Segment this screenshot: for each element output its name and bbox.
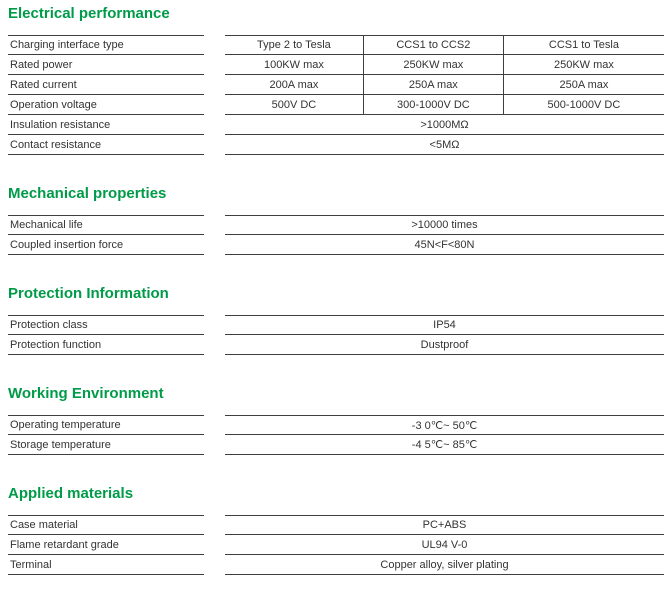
spec-section-working-environment: Working Environment Operating temperature… — [8, 385, 664, 455]
spec-table: Protection class IP54 Protection function D… — [8, 315, 664, 355]
table-row: Rated power 100KW max 250KW max 250KW max — [8, 55, 664, 75]
table-row: Operating temperature -3 0℃~ 50℃ — [8, 415, 664, 435]
table-row: Insulation resistance >1000MΩ — [8, 115, 664, 135]
section-title: Electrical performance — [8, 5, 170, 22]
table-row: Rated current 200A max 250A max 250A max — [8, 75, 664, 95]
row-label: Insulation resistance — [8, 115, 204, 135]
value-cell: PC+ABS — [422, 519, 467, 531]
value-cell: 45N<F<80N — [414, 238, 475, 251]
column-gap — [204, 535, 225, 555]
table-row: Operation voltage 500V DC 300-1000V DC 500-… — [8, 95, 664, 115]
table-row: Coupled insertion force 45N<F<80N — [8, 235, 664, 255]
spec-section-applied-materials: Applied materials Case material PC+ABS Flam… — [8, 485, 664, 575]
row-values: >10000 times — [225, 215, 664, 235]
row-values: 500V DC 300-1000V DC 500-1000V DC — [225, 95, 664, 115]
column-gap — [204, 335, 225, 355]
column-gap — [204, 75, 225, 95]
row-values: -3 0℃~ 50℃ — [225, 415, 664, 435]
row-label: Protection function — [8, 335, 204, 355]
column-gap — [204, 315, 225, 335]
spec-table: Charging interface type Type 2 to Tesla CC… — [8, 35, 664, 155]
section-title: Protection Information — [8, 285, 169, 302]
value-cell: Type 2 to Tesla — [257, 39, 331, 51]
table-row: Protection class IP54 — [8, 315, 664, 335]
spec-section-electrical-performance: Electrical performance Charging interface… — [8, 5, 664, 155]
value-cell: 250KW max — [362, 55, 503, 74]
row-label: Mechanical life — [8, 215, 204, 235]
row-values: <5MΩ — [225, 135, 664, 155]
value-cell: 250A max — [502, 75, 664, 94]
row-values: -4 5℃~ 85℃ — [225, 435, 664, 455]
spec-section-mechanical-properties: Mechanical properties Mechanical life >100… — [8, 185, 664, 255]
spec-table: Case material PC+ABS Flame retardant grade… — [8, 515, 664, 575]
value-cell: IP54 — [433, 319, 456, 331]
column-gap — [204, 435, 225, 455]
spec-table: Operating temperature -3 0℃~ 50℃ Storage t… — [8, 415, 664, 455]
row-label: Protection class — [8, 315, 204, 335]
row-label: Rated power — [8, 55, 204, 75]
row-label: Contact resistance — [8, 135, 204, 155]
table-row: Contact resistance <5MΩ — [8, 135, 664, 155]
section-title: Applied materials — [8, 485, 134, 502]
value-cell: CCS1 to Tesla — [502, 36, 664, 54]
table-row: Case material PC+ABS — [8, 515, 664, 535]
value-cell: >1000MΩ — [420, 118, 469, 131]
column-gap — [204, 555, 225, 575]
table-row: Storage temperature -4 5℃~ 85℃ — [8, 435, 664, 455]
datasheet-page: Electrical performance Charging interface… — [8, 5, 664, 575]
value-cell: 300-1000V DC — [362, 95, 503, 114]
column-gap — [204, 115, 225, 135]
row-values: PC+ABS — [225, 515, 664, 535]
value-cell: Copper alloy, silver plating — [380, 558, 509, 571]
value-cell: Dustproof — [420, 338, 469, 351]
row-label: Coupled insertion force — [8, 235, 204, 255]
row-label: Case material — [8, 515, 204, 535]
column-gap — [204, 55, 225, 75]
section-title: Working Environment — [8, 385, 164, 402]
row-label: Charging interface type — [8, 35, 204, 55]
row-label: Storage temperature — [8, 435, 204, 455]
row-values: Copper alloy, silver plating — [225, 555, 664, 575]
value-cell: <5MΩ — [429, 138, 460, 151]
row-label: Operation voltage — [8, 95, 204, 115]
value-cell: 500V DC — [271, 98, 317, 111]
table-row: Mechanical life >10000 times — [8, 215, 664, 235]
row-values: UL94 V-0 — [225, 535, 664, 555]
value-cell: UL94 V-0 — [421, 538, 468, 551]
column-gap — [204, 35, 225, 55]
value-cell: 500-1000V DC — [502, 95, 664, 114]
table-row: Flame retardant grade UL94 V-0 — [8, 535, 664, 555]
table-row: Charging interface type Type 2 to Tesla CC… — [8, 35, 664, 55]
table-row: Protection function Dustproof — [8, 335, 664, 355]
column-gap — [204, 95, 225, 115]
column-gap — [204, 215, 225, 235]
row-label: Operating temperature — [8, 415, 204, 435]
column-gap — [204, 415, 225, 435]
column-gap — [204, 135, 225, 155]
value-cell: -3 0℃~ 50℃ — [411, 419, 478, 432]
value-cell: -4 5℃~ 85℃ — [411, 439, 478, 451]
row-values: IP54 — [225, 315, 664, 335]
row-values: 200A max 250A max 250A max — [225, 75, 664, 95]
spec-table: Mechanical life >10000 times Coupled inser… — [8, 215, 664, 255]
row-label: Terminal — [8, 555, 204, 575]
column-gap — [204, 235, 225, 255]
table-row: Terminal Copper alloy, silver plating — [8, 555, 664, 575]
value-cell: 200A max — [269, 78, 319, 91]
value-cell: >10000 times — [411, 219, 478, 231]
value-cell: CCS1 to CCS2 — [362, 36, 503, 54]
row-values: 100KW max 250KW max 250KW max — [225, 55, 664, 75]
section-title: Mechanical properties — [8, 185, 167, 202]
row-values: Dustproof — [225, 335, 664, 355]
row-values: >1000MΩ — [225, 115, 664, 135]
value-cell: 100KW max — [263, 58, 324, 71]
row-label: Flame retardant grade — [8, 535, 204, 555]
value-cell: 250A max — [362, 75, 503, 94]
spec-section-protection-information: Protection Information Protection class IP… — [8, 285, 664, 355]
column-gap — [204, 515, 225, 535]
row-label: Rated current — [8, 75, 204, 95]
row-values: 45N<F<80N — [225, 235, 664, 255]
value-cell: 250KW max — [502, 55, 664, 74]
row-values: Type 2 to Tesla CCS1 to CCS2 CCS1 to Tesla — [225, 35, 664, 55]
